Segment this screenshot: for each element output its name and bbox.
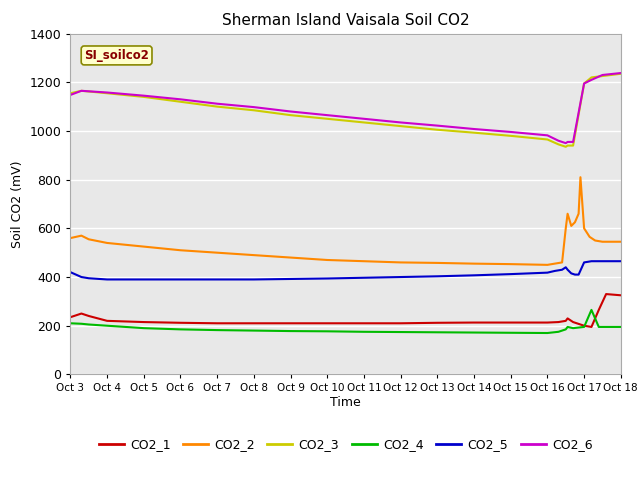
X-axis label: Time: Time [330, 396, 361, 409]
Y-axis label: Soil CO2 (mV): Soil CO2 (mV) [11, 160, 24, 248]
Text: SI_soilco2: SI_soilco2 [84, 49, 149, 62]
Legend: CO2_1, CO2_2, CO2_3, CO2_4, CO2_5, CO2_6: CO2_1, CO2_2, CO2_3, CO2_4, CO2_5, CO2_6 [93, 433, 598, 456]
Title: Sherman Island Vaisala Soil CO2: Sherman Island Vaisala Soil CO2 [222, 13, 469, 28]
